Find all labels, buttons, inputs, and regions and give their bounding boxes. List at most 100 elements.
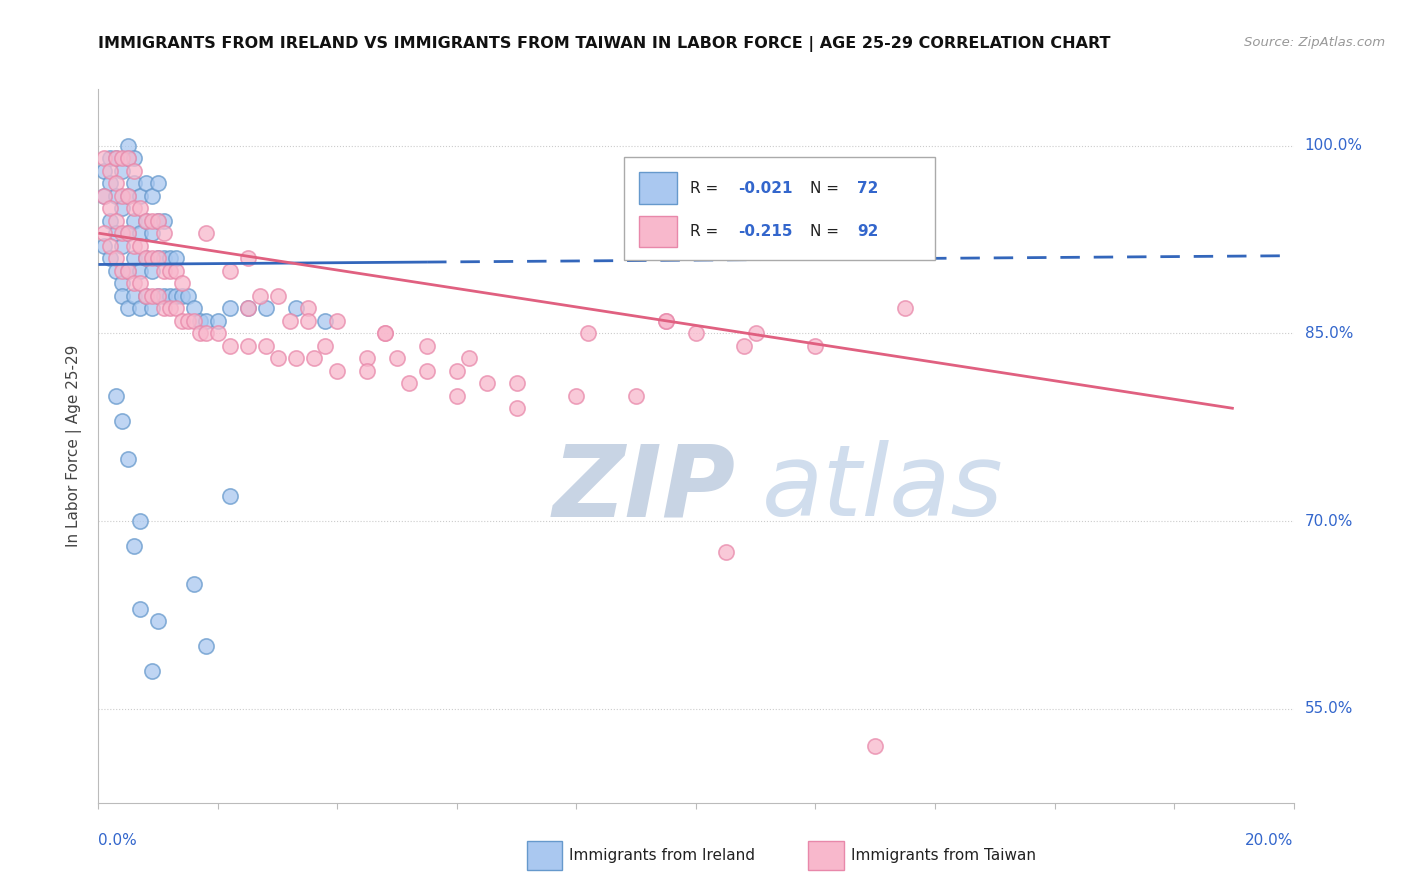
Point <box>578 326 600 341</box>
Point <box>124 213 146 227</box>
Point <box>183 314 205 328</box>
Point <box>207 326 229 341</box>
Point <box>124 163 146 178</box>
Point <box>148 614 170 628</box>
Point <box>135 213 157 227</box>
Point <box>374 326 396 341</box>
Point <box>135 289 157 303</box>
Point <box>278 314 301 328</box>
FancyBboxPatch shape <box>638 172 676 203</box>
Point <box>117 226 139 240</box>
Point <box>153 301 176 316</box>
Point <box>105 251 128 265</box>
Point <box>159 251 181 265</box>
Point <box>655 314 678 328</box>
Text: 55.0%: 55.0% <box>1305 701 1353 716</box>
Text: 100.0%: 100.0% <box>1305 138 1362 153</box>
Point <box>506 401 529 416</box>
Point <box>117 188 139 202</box>
Point <box>93 188 115 202</box>
Y-axis label: In Labor Force | Age 25-29: In Labor Force | Age 25-29 <box>66 345 83 547</box>
Point <box>148 251 170 265</box>
Point <box>153 213 176 227</box>
Point <box>183 301 205 316</box>
Point <box>105 213 128 227</box>
Point <box>105 264 128 278</box>
Point <box>148 213 170 227</box>
Point <box>141 251 163 265</box>
Point <box>236 339 259 353</box>
Point <box>207 314 229 328</box>
Point <box>188 314 211 328</box>
Point <box>475 376 498 391</box>
Point <box>98 176 122 190</box>
Text: atlas: atlas <box>762 441 1004 537</box>
Point <box>129 264 152 278</box>
Point <box>124 289 146 303</box>
FancyBboxPatch shape <box>624 157 935 260</box>
Point <box>111 264 134 278</box>
Point <box>141 665 163 679</box>
Point <box>188 326 211 341</box>
Point <box>98 201 122 215</box>
Text: R =: R = <box>690 180 723 195</box>
Point <box>326 364 349 378</box>
Point <box>194 640 218 654</box>
Point <box>416 339 439 353</box>
Point <box>446 364 468 378</box>
Point <box>117 151 139 165</box>
Point <box>446 389 468 403</box>
Point <box>117 151 139 165</box>
Point <box>194 326 218 341</box>
Point <box>135 213 157 227</box>
Point <box>98 213 122 227</box>
Point <box>219 339 242 353</box>
Point <box>129 514 152 528</box>
Point <box>105 389 128 403</box>
FancyBboxPatch shape <box>638 216 676 247</box>
Point <box>284 351 307 366</box>
Point <box>148 289 170 303</box>
Point <box>117 451 139 466</box>
Text: 92: 92 <box>858 224 879 239</box>
Point <box>135 176 157 190</box>
Text: 85.0%: 85.0% <box>1305 326 1353 341</box>
Point <box>141 226 163 240</box>
Point <box>685 326 707 341</box>
Point <box>117 264 139 278</box>
Point <box>159 301 181 316</box>
Point <box>141 301 163 316</box>
Point <box>153 289 176 303</box>
Point <box>894 301 917 316</box>
Text: 72: 72 <box>858 180 879 195</box>
Point <box>416 364 439 378</box>
Point <box>165 289 187 303</box>
Point <box>111 226 134 240</box>
Point <box>117 188 139 202</box>
Point <box>254 339 277 353</box>
Point <box>124 176 146 190</box>
Point <box>129 226 152 240</box>
Text: 70.0%: 70.0% <box>1305 514 1353 529</box>
Point <box>153 251 176 265</box>
Text: Immigrants from Taiwan: Immigrants from Taiwan <box>851 848 1036 863</box>
Point <box>284 301 307 316</box>
Point <box>374 326 396 341</box>
Point <box>98 238 122 252</box>
Text: Immigrants from Ireland: Immigrants from Ireland <box>569 848 755 863</box>
Point <box>219 264 242 278</box>
Text: ZIP: ZIP <box>553 441 735 537</box>
Point <box>745 326 768 341</box>
Point <box>105 151 128 165</box>
Point <box>129 238 152 252</box>
Point <box>172 277 194 291</box>
Point <box>733 339 755 353</box>
Point <box>267 351 290 366</box>
Point <box>219 301 242 316</box>
Point <box>194 314 218 328</box>
Point <box>249 289 271 303</box>
Point <box>105 188 128 202</box>
Point <box>165 264 187 278</box>
Text: N =: N = <box>810 180 844 195</box>
Point <box>111 201 134 215</box>
